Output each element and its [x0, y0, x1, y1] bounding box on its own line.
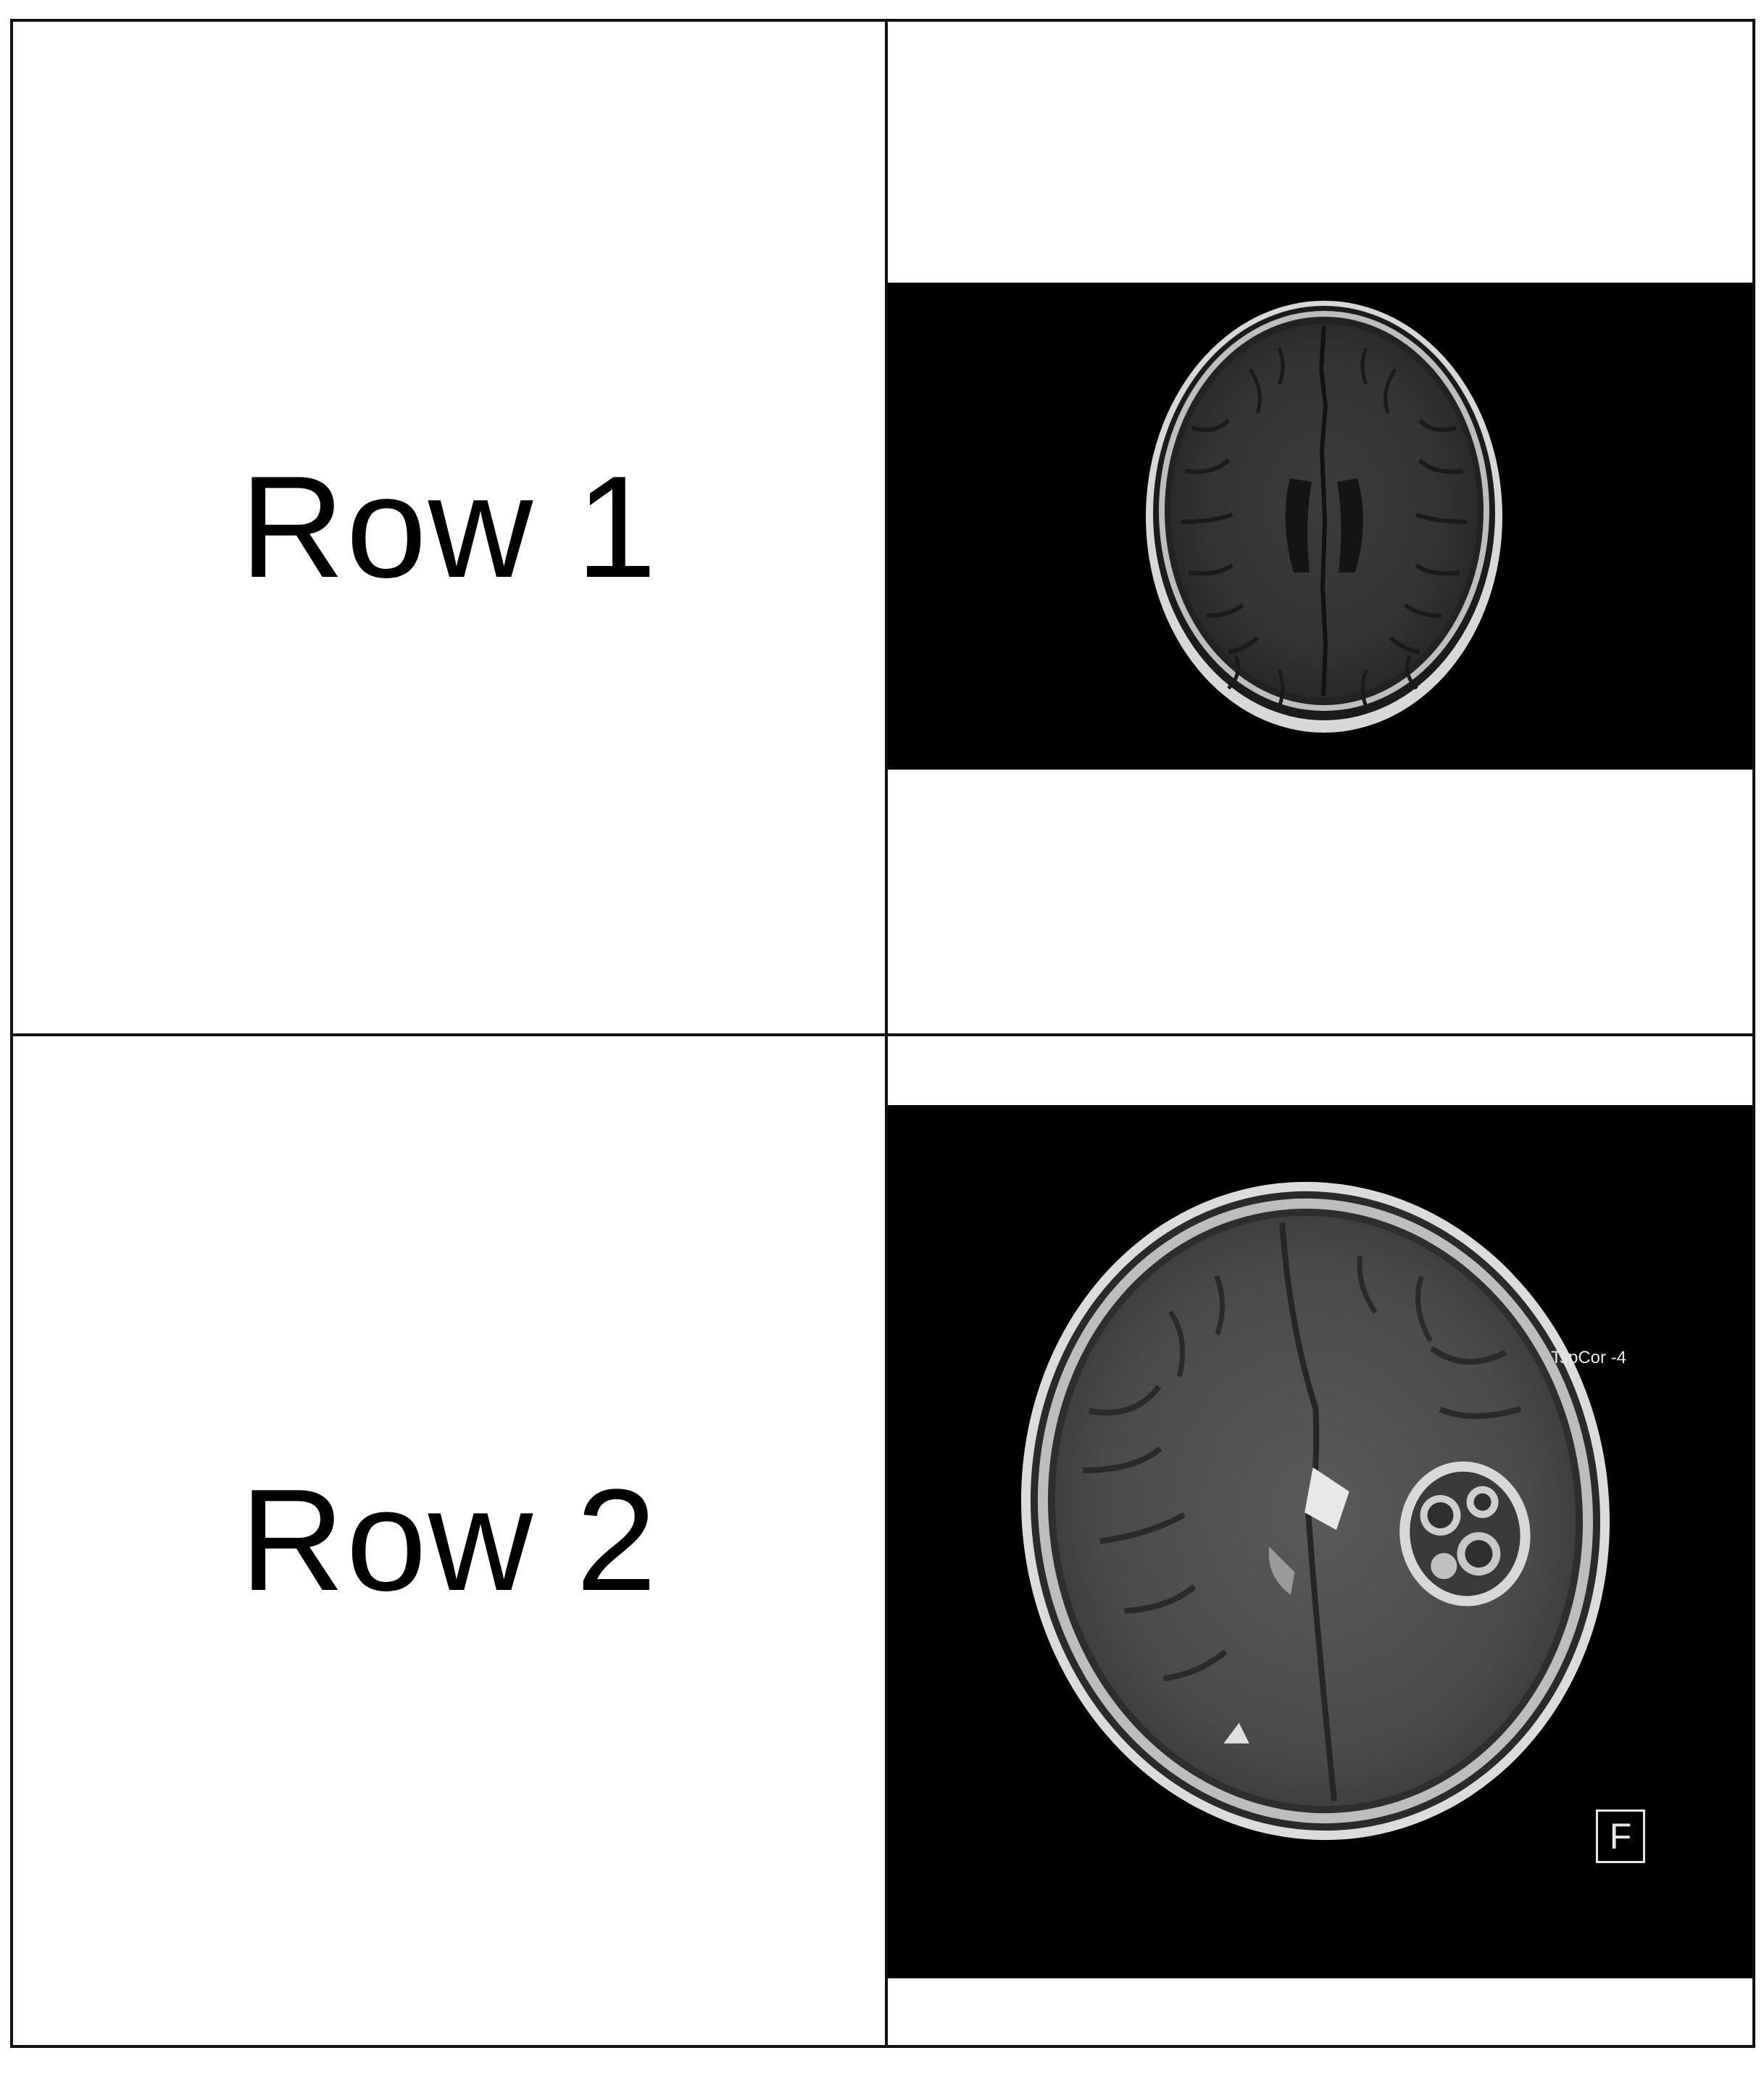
row-1-image-cell — [888, 22, 1752, 1033]
row-1-mri-scan — [888, 283, 1752, 770]
orientation-marker: F — [1596, 1809, 1645, 1863]
row-2-label: Row 2 — [240, 1459, 658, 1621]
row-1-label: Row 1 — [240, 446, 658, 608]
row-2-label-cell: Row 2 — [13, 1036, 885, 2045]
comparison-grid: Row 1 — [10, 19, 1755, 2048]
row-1-label-cell: Row 1 — [13, 22, 885, 1033]
row-2-mri-scan: TspCor -4 F — [888, 1105, 1752, 1978]
scan-overlay-text: TspCor -4 — [1551, 1348, 1627, 1367]
row-divider — [13, 1033, 1752, 1036]
mri-axial-slice-image — [1146, 301, 1502, 733]
mri-tumor-slice-image — [1020, 1181, 1610, 1841]
row-2-image-cell: TspCor -4 F — [888, 1036, 1752, 2045]
